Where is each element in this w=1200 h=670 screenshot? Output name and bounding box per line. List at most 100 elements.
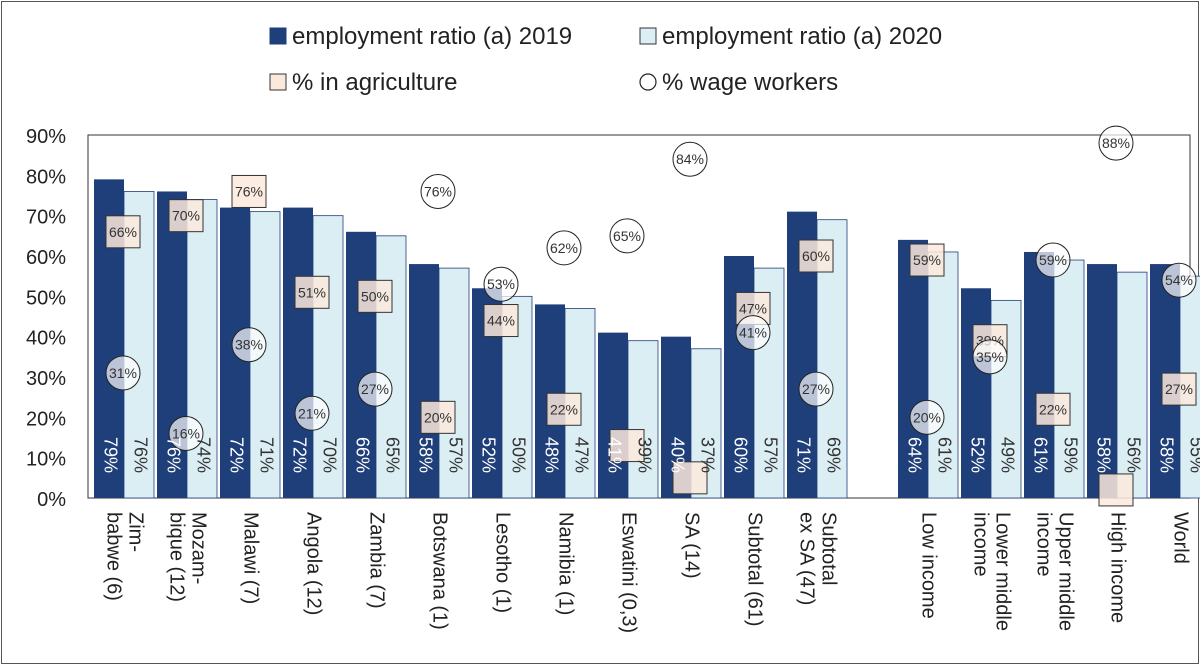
x-category-label: Namibia (1) [555,512,577,615]
legend-swatch [269,73,287,91]
x-category-label: Malawi (7) [240,512,262,604]
bar-2020-value-label: 59% [1060,437,1080,473]
agriculture-marker [231,174,267,208]
legend-2020: employment ratio (a) 2020 [639,23,942,50]
y-tick-label: 70% [26,207,66,229]
bar-2019 [598,332,628,498]
bar-2020-value-label: 71% [256,437,276,473]
wage-workers-value-label: 88% [1102,135,1130,151]
bar-2020 [1116,271,1148,499]
x-category-label: World [1170,512,1192,564]
x-category-label: income [970,512,992,576]
bar-2019-value-label: 64% [904,437,924,473]
wage-workers-value-label: 27% [361,381,389,397]
agriculture-value-label: 44% [487,313,515,329]
wage-workers-marker [798,371,834,407]
wage-workers-value-label: 35% [976,349,1004,365]
bar-2019-value-label: 52% [478,437,498,473]
y-tick-label: 90% [26,126,66,148]
legend-label: % in agriculture [292,69,457,96]
agriculture-marker [672,461,708,495]
x-category-label: Botswana (1) [429,512,451,630]
wage-workers-marker [909,399,945,435]
agriculture-value-label: 47% [739,300,767,316]
bar-2020-value-label: 55% [1186,437,1200,473]
bar-2019-value-label: 58% [415,437,435,473]
wage-workers-marker [420,173,456,209]
wage-workers-marker [357,371,393,407]
x-category-label: Subtotal (61) [744,512,766,627]
agriculture-marker [483,304,519,338]
agriculture-marker [909,243,945,277]
legend-agriculture: % in agriculture [269,69,457,96]
agriculture-marker [798,239,834,273]
bar-2020-value-label: 70% [319,437,339,473]
wage-workers-value-label: 76% [424,183,452,199]
bar-2020-value-label: 74% [193,437,213,473]
agriculture-value-label: 60% [802,248,830,264]
bar-2019-value-label: 72% [226,437,246,473]
y-tick-label: 50% [26,287,66,309]
agriculture-value-label: 22% [550,401,578,417]
wage-workers-value-label: 41% [739,325,767,341]
wage-workers-marker [294,395,330,431]
agriculture-value-label: 51% [298,284,326,300]
legend-swatch [269,27,287,45]
agriculture-value-label: 20% [424,409,452,425]
y-tick-label: 30% [26,368,66,390]
legend-swatch [639,27,657,45]
bar-2019 [898,239,928,498]
bar-2019-value-label: 66% [352,437,372,473]
x-category-label: Angola (12) [303,512,325,615]
bar-2020-value-label: 37% [697,437,717,473]
wage-workers-value-label: 27% [802,381,830,397]
bar-2020-value-label: 50% [508,437,528,473]
x-category-label: Subtotal [818,512,840,585]
x-category-label: Eswatini (0,3) [618,512,640,633]
bar-2019-value-label: 58% [1093,437,1113,473]
legend-label: employment ratio (a) 2020 [662,23,942,50]
wage-workers-value-label: 38% [235,337,263,353]
y-tick-label: 80% [26,166,66,188]
x-category-label: Lesotho (1) [492,512,514,613]
wage-workers-value-label: 16% [172,425,200,441]
agriculture-marker [168,199,204,233]
agriculture-marker [105,215,141,249]
agriculture-marker [420,400,456,434]
wage-workers-marker [735,315,771,351]
bar-2019-value-label: 58% [1156,437,1176,473]
wage-workers-value-label: 20% [913,409,941,425]
agriculture-value-label: 70% [172,208,200,224]
x-category-label: Zambia (7) [366,512,388,609]
y-tick-label: 0% [37,489,66,511]
bar-2019 [409,264,439,498]
wage-workers-value-label: 21% [298,405,326,421]
bar-2019-value-label: 76% [163,437,183,473]
bar-2020-value-label: 76% [130,437,150,473]
y-tick-label: 10% [26,449,66,471]
bar-2020-value-label: 56% [1123,437,1143,473]
legend-swatch [639,73,657,91]
bar-2019-value-label: 61% [1030,437,1050,473]
agriculture-value-label: 66% [109,224,137,240]
bar-2019-value-label: 41% [604,437,624,473]
agriculture-value-label: 76% [235,183,263,199]
agriculture-marker [294,275,330,309]
agriculture-marker [546,392,582,426]
bar-2020 [927,251,959,499]
wage-workers-marker [546,230,582,266]
agriculture-marker [1098,473,1134,507]
wage-workers-value-label: 84% [676,151,704,167]
bar-2020 [627,340,659,499]
bar-2019 [1024,251,1054,498]
wage-workers-marker [105,355,141,391]
wage-workers-marker [1098,125,1134,161]
bar-2020-value-label: 49% [997,437,1017,473]
agriculture-marker [1161,372,1197,406]
y-tick-label: 40% [26,328,66,350]
x-category-label: Mozam- [188,512,210,584]
bar-2019 [346,231,376,499]
legend-wage-workers: % wage workers [639,69,838,96]
x-category-label: Low income [918,512,940,619]
